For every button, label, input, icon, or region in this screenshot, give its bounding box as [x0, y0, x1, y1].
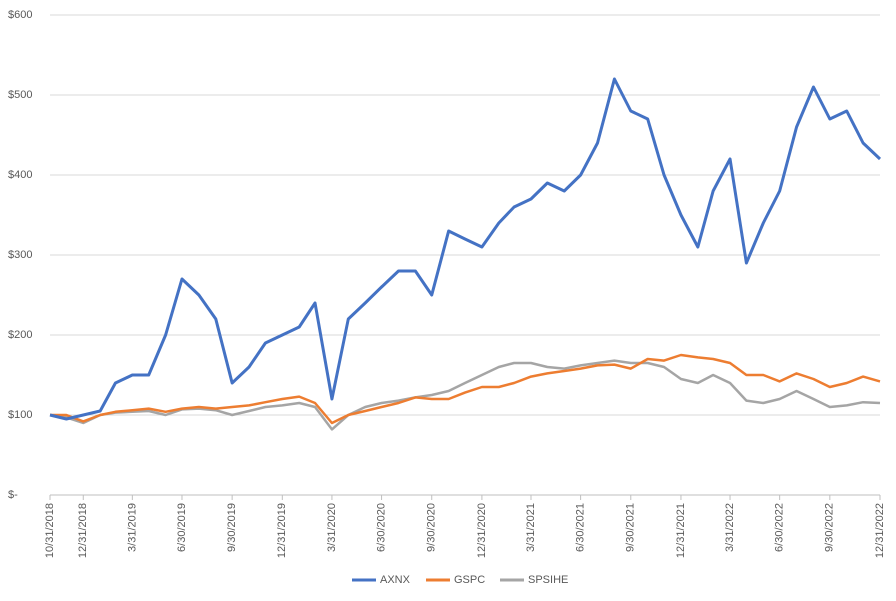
y-tick-label: $-	[8, 489, 18, 501]
x-tick-label: 3/31/2019	[126, 503, 138, 552]
y-tick-label: $100	[8, 409, 32, 421]
x-tick-label: 12/31/2018	[77, 503, 89, 558]
x-tick-label: 6/30/2021	[575, 503, 587, 552]
x-tick-label: 12/31/2021	[675, 503, 687, 558]
x-tick-label: 3/31/2021	[525, 503, 537, 552]
legend-label: SPSIHE	[528, 574, 568, 586]
x-tick-label: 6/30/2020	[375, 503, 387, 552]
x-tick-label: 9/30/2019	[226, 503, 238, 552]
y-tick-label: $400	[8, 169, 32, 181]
legend-label: AXNX	[380, 574, 411, 586]
x-tick-label: 3/31/2022	[724, 503, 736, 552]
x-tick-label: 9/30/2020	[426, 503, 438, 552]
legend-label: GSPC	[454, 574, 485, 586]
x-tick-label: 6/30/2019	[176, 503, 188, 552]
x-tick-label: 12/31/2019	[276, 503, 288, 558]
x-tick-label: 10/31/2018	[44, 503, 56, 558]
series-line	[49, 77, 882, 421]
y-tick-label: $500	[8, 89, 32, 101]
x-tick-label: 9/30/2022	[824, 503, 836, 552]
x-tick-label: 6/30/2022	[774, 503, 786, 552]
y-tick-label: $300	[8, 249, 32, 261]
x-tick-label: 12/31/2022	[874, 503, 886, 558]
x-tick-label: 12/31/2020	[476, 503, 488, 558]
y-tick-label: $200	[8, 329, 32, 341]
series-line	[49, 359, 881, 431]
series-line	[50, 353, 881, 425]
x-tick-label: 3/31/2020	[326, 503, 338, 552]
y-tick-label: $600	[8, 9, 32, 21]
x-tick-label: 9/30/2021	[625, 503, 637, 552]
